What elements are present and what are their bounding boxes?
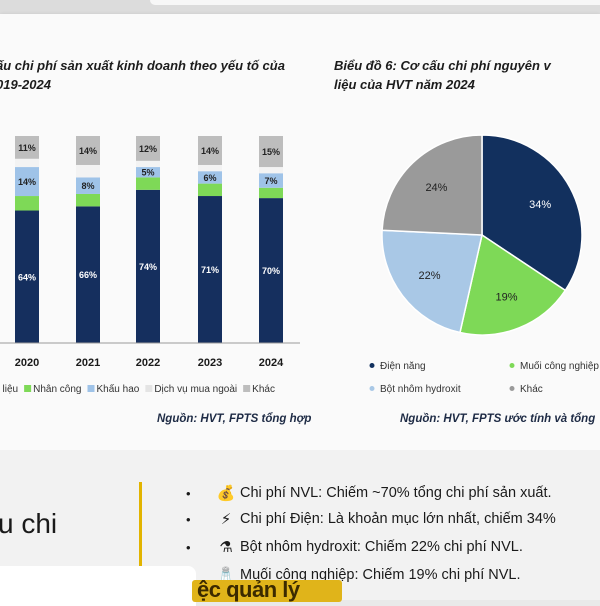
legend-swatch xyxy=(509,386,515,391)
x-tick-label: 2021 xyxy=(76,357,100,369)
pie-slice xyxy=(381,134,483,236)
bar-segment xyxy=(76,164,100,178)
bar-segment xyxy=(136,177,160,190)
legend-swatch xyxy=(243,385,251,392)
bar-segment xyxy=(259,187,283,199)
bullet-item: • ⚡ Chi phí Điện: Là khoản mục lớn nhất, c… xyxy=(186,508,556,530)
bar-data-label: 12% xyxy=(139,144,157,154)
video-caption: ệc quản lý xyxy=(197,577,300,602)
bullet-text: Bột nhôm hydroxit: Chiếm 22% chi phí NVL… xyxy=(240,539,523,555)
x-tick-label: 2024 xyxy=(259,357,284,369)
bar-segment xyxy=(259,173,283,188)
bar-segment xyxy=(76,206,100,343)
legend-label: Khác xyxy=(252,384,275,395)
bar-data-label: 8% xyxy=(81,181,94,191)
bar-segment xyxy=(76,193,100,207)
salt-shaker-icon: 🧂 xyxy=(216,567,236,584)
bar-segment xyxy=(198,164,222,172)
bullet-dot: • xyxy=(186,539,191,555)
pie-data-label: 24% xyxy=(425,182,447,194)
legend-swatch xyxy=(369,363,375,368)
bar-data-label: 6% xyxy=(203,173,216,183)
pie-data-label: 22% xyxy=(418,270,440,282)
bar-data-label: 14% xyxy=(201,146,219,156)
bar-segment xyxy=(136,160,160,168)
bar-data-label: 14% xyxy=(18,177,36,187)
bar-data-label: 15% xyxy=(262,147,280,157)
accent-divider xyxy=(139,482,142,592)
bar-chart-title-line2: 019-2024 xyxy=(0,77,51,92)
x-tick-label: 2022 xyxy=(136,357,160,369)
bullet-text: Chi phí Điện: Là khoản mục lớn nhất, chi… xyxy=(240,511,556,527)
legend-swatch xyxy=(509,363,515,368)
pie-chart-title-line2: liệu của HVT năm 2024 xyxy=(334,77,475,92)
bar-segment xyxy=(15,167,39,197)
bar-segment xyxy=(15,196,39,211)
pie-data-label: 34% xyxy=(529,199,551,211)
legend-swatch xyxy=(369,386,375,391)
x-tick-label: 2023 xyxy=(198,357,222,369)
bar-segment xyxy=(136,167,160,178)
pie-data-label: 19% xyxy=(496,291,518,303)
bar-data-label: 71% xyxy=(201,265,219,275)
bar-data-label: 5% xyxy=(141,168,154,178)
bar-data-label: 7% xyxy=(264,176,277,186)
legend-swatch xyxy=(24,385,32,392)
bar-segment xyxy=(76,136,100,165)
legend-label: Bột nhôm hydroxit xyxy=(380,384,461,395)
bar-data-label: 14% xyxy=(79,146,97,156)
section-heading: u chi xyxy=(0,508,58,539)
bullet-dot: • xyxy=(186,485,191,501)
lightning-icon: ⚡ xyxy=(220,511,232,528)
bullet-text: Muối công nghiệp: Chiếm 19% chi phí NVL. xyxy=(240,567,521,583)
legend-label: Điện năng xyxy=(380,361,426,372)
x-tick-label: 2020 xyxy=(15,357,39,369)
bar-segment xyxy=(15,136,39,159)
legend-label: Nhân công xyxy=(33,384,81,395)
bar-segment xyxy=(15,210,39,343)
pie-slice xyxy=(459,233,567,336)
bar-data-label: 74% xyxy=(139,262,157,272)
pie-chart-title-line1: Biểu đồ 6: Cơ cấu chi phí nguyên v xyxy=(334,58,551,73)
bar-segment xyxy=(198,171,222,184)
legend-swatch xyxy=(145,385,153,392)
legend-label: t liệu xyxy=(0,384,18,395)
top-tab xyxy=(150,0,600,5)
bar-chart-source: Nguồn: HVT, FPTS tổng hợp xyxy=(157,413,312,425)
bar-segment xyxy=(259,198,283,343)
legend-label: Khác xyxy=(520,384,543,395)
bar-segment xyxy=(76,177,100,194)
bar-segment xyxy=(259,167,283,174)
bar-segment xyxy=(136,189,160,343)
bar-segment xyxy=(15,158,39,168)
bullet-text: Chi phí NVL: Chiếm ~70% tổng chi phí sản… xyxy=(240,485,552,501)
bar-data-label: 66% xyxy=(79,270,97,280)
flask-icon: ⚗ xyxy=(219,539,233,556)
money-bag-icon: 💰 xyxy=(216,485,236,502)
legend-label: Dịch vụ mua ngoài xyxy=(154,384,237,395)
bar-data-label: 64% xyxy=(18,272,36,282)
bar-chart-title: ấu chi phí sản xuất kinh doanh theo yếu … xyxy=(0,56,285,94)
bar-segment xyxy=(198,136,222,165)
bullet-item: • 💰 Chi phí NVL: Chiếm ~70% tổng chi phí s… xyxy=(186,482,552,504)
pie-chart-source: Nguồn: HVT, FPTS ước tính và tổng xyxy=(400,413,596,425)
bullet-dot: • xyxy=(186,511,191,527)
caption-highlight xyxy=(192,580,342,602)
bar-chart-title-line1: ấu chi phí sản xuất kinh doanh theo yếu … xyxy=(0,58,285,73)
browser-top-strip xyxy=(0,0,600,14)
bar-data-label: 70% xyxy=(262,266,280,276)
bar-segment xyxy=(136,136,160,161)
overlay-card xyxy=(0,566,196,606)
pie-chart-title: Biểu đồ 6: Cơ cấu chi phí nguyên v liệu … xyxy=(334,56,551,94)
legend-label: Muối công nghiệp xyxy=(520,360,599,372)
bar-data-label: 11% xyxy=(18,143,36,153)
bar-segment xyxy=(198,183,222,197)
bar-segment xyxy=(259,136,283,168)
pie-slice xyxy=(381,229,483,334)
bar-segment xyxy=(198,196,222,343)
legend-swatch xyxy=(87,385,95,392)
legend-label: Khấu hao xyxy=(97,383,140,395)
bullet-item: • ⚗ Bột nhôm hydroxit: Chiếm 22% chi phí N… xyxy=(186,536,523,558)
